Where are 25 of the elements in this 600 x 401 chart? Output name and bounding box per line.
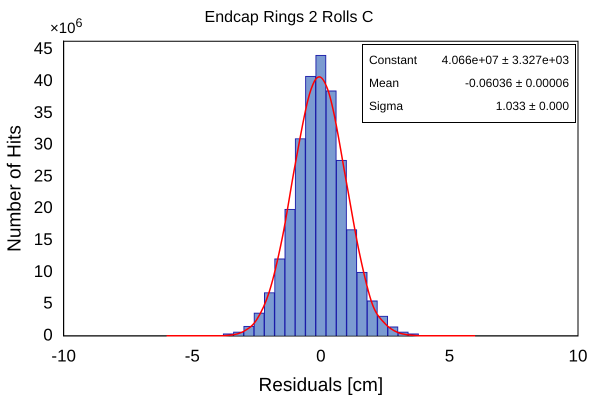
- annotation: 1.033 ± 0.000: [496, 98, 569, 115]
- y-tick-label: 5: [43, 294, 53, 313]
- x-tick-label: 10: [568, 346, 588, 366]
- y-tick-label: 30: [34, 134, 53, 154]
- y-tick-label: 15: [34, 230, 53, 250]
- annotation: Sigma: [369, 98, 404, 115]
- y-tick-label: 25: [34, 166, 53, 186]
- y-tick-label: 0: [43, 325, 53, 344]
- annotation: Mean: [369, 75, 400, 92]
- x-tick-label: -10: [51, 346, 76, 366]
- annotation: 4.066e+07 ± 3.327e+03: [442, 52, 569, 69]
- x-axis-title: Residuals [cm]: [258, 374, 384, 396]
- y-tick-label: 45: [34, 39, 53, 58]
- y-tick-label: 10: [34, 262, 53, 281]
- annotation: Constant: [369, 52, 418, 69]
- x-tick-label: -5: [184, 346, 200, 366]
- x-tick-label: 0: [316, 346, 326, 366]
- chart-title: Endcap Rings 2 Rolls C: [204, 9, 374, 26]
- annotation: -0.06036 ± 0.00006: [464, 75, 569, 92]
- x-tick-label: 5: [444, 346, 454, 366]
- y-tick-label: 40: [34, 70, 53, 90]
- text: ×10$^{6}$: [50, 16, 82, 37]
- y-tick-label: 35: [34, 102, 53, 122]
- y-tick-label: 20: [34, 198, 53, 218]
- y-axis-title: Number of Hits: [4, 125, 26, 252]
